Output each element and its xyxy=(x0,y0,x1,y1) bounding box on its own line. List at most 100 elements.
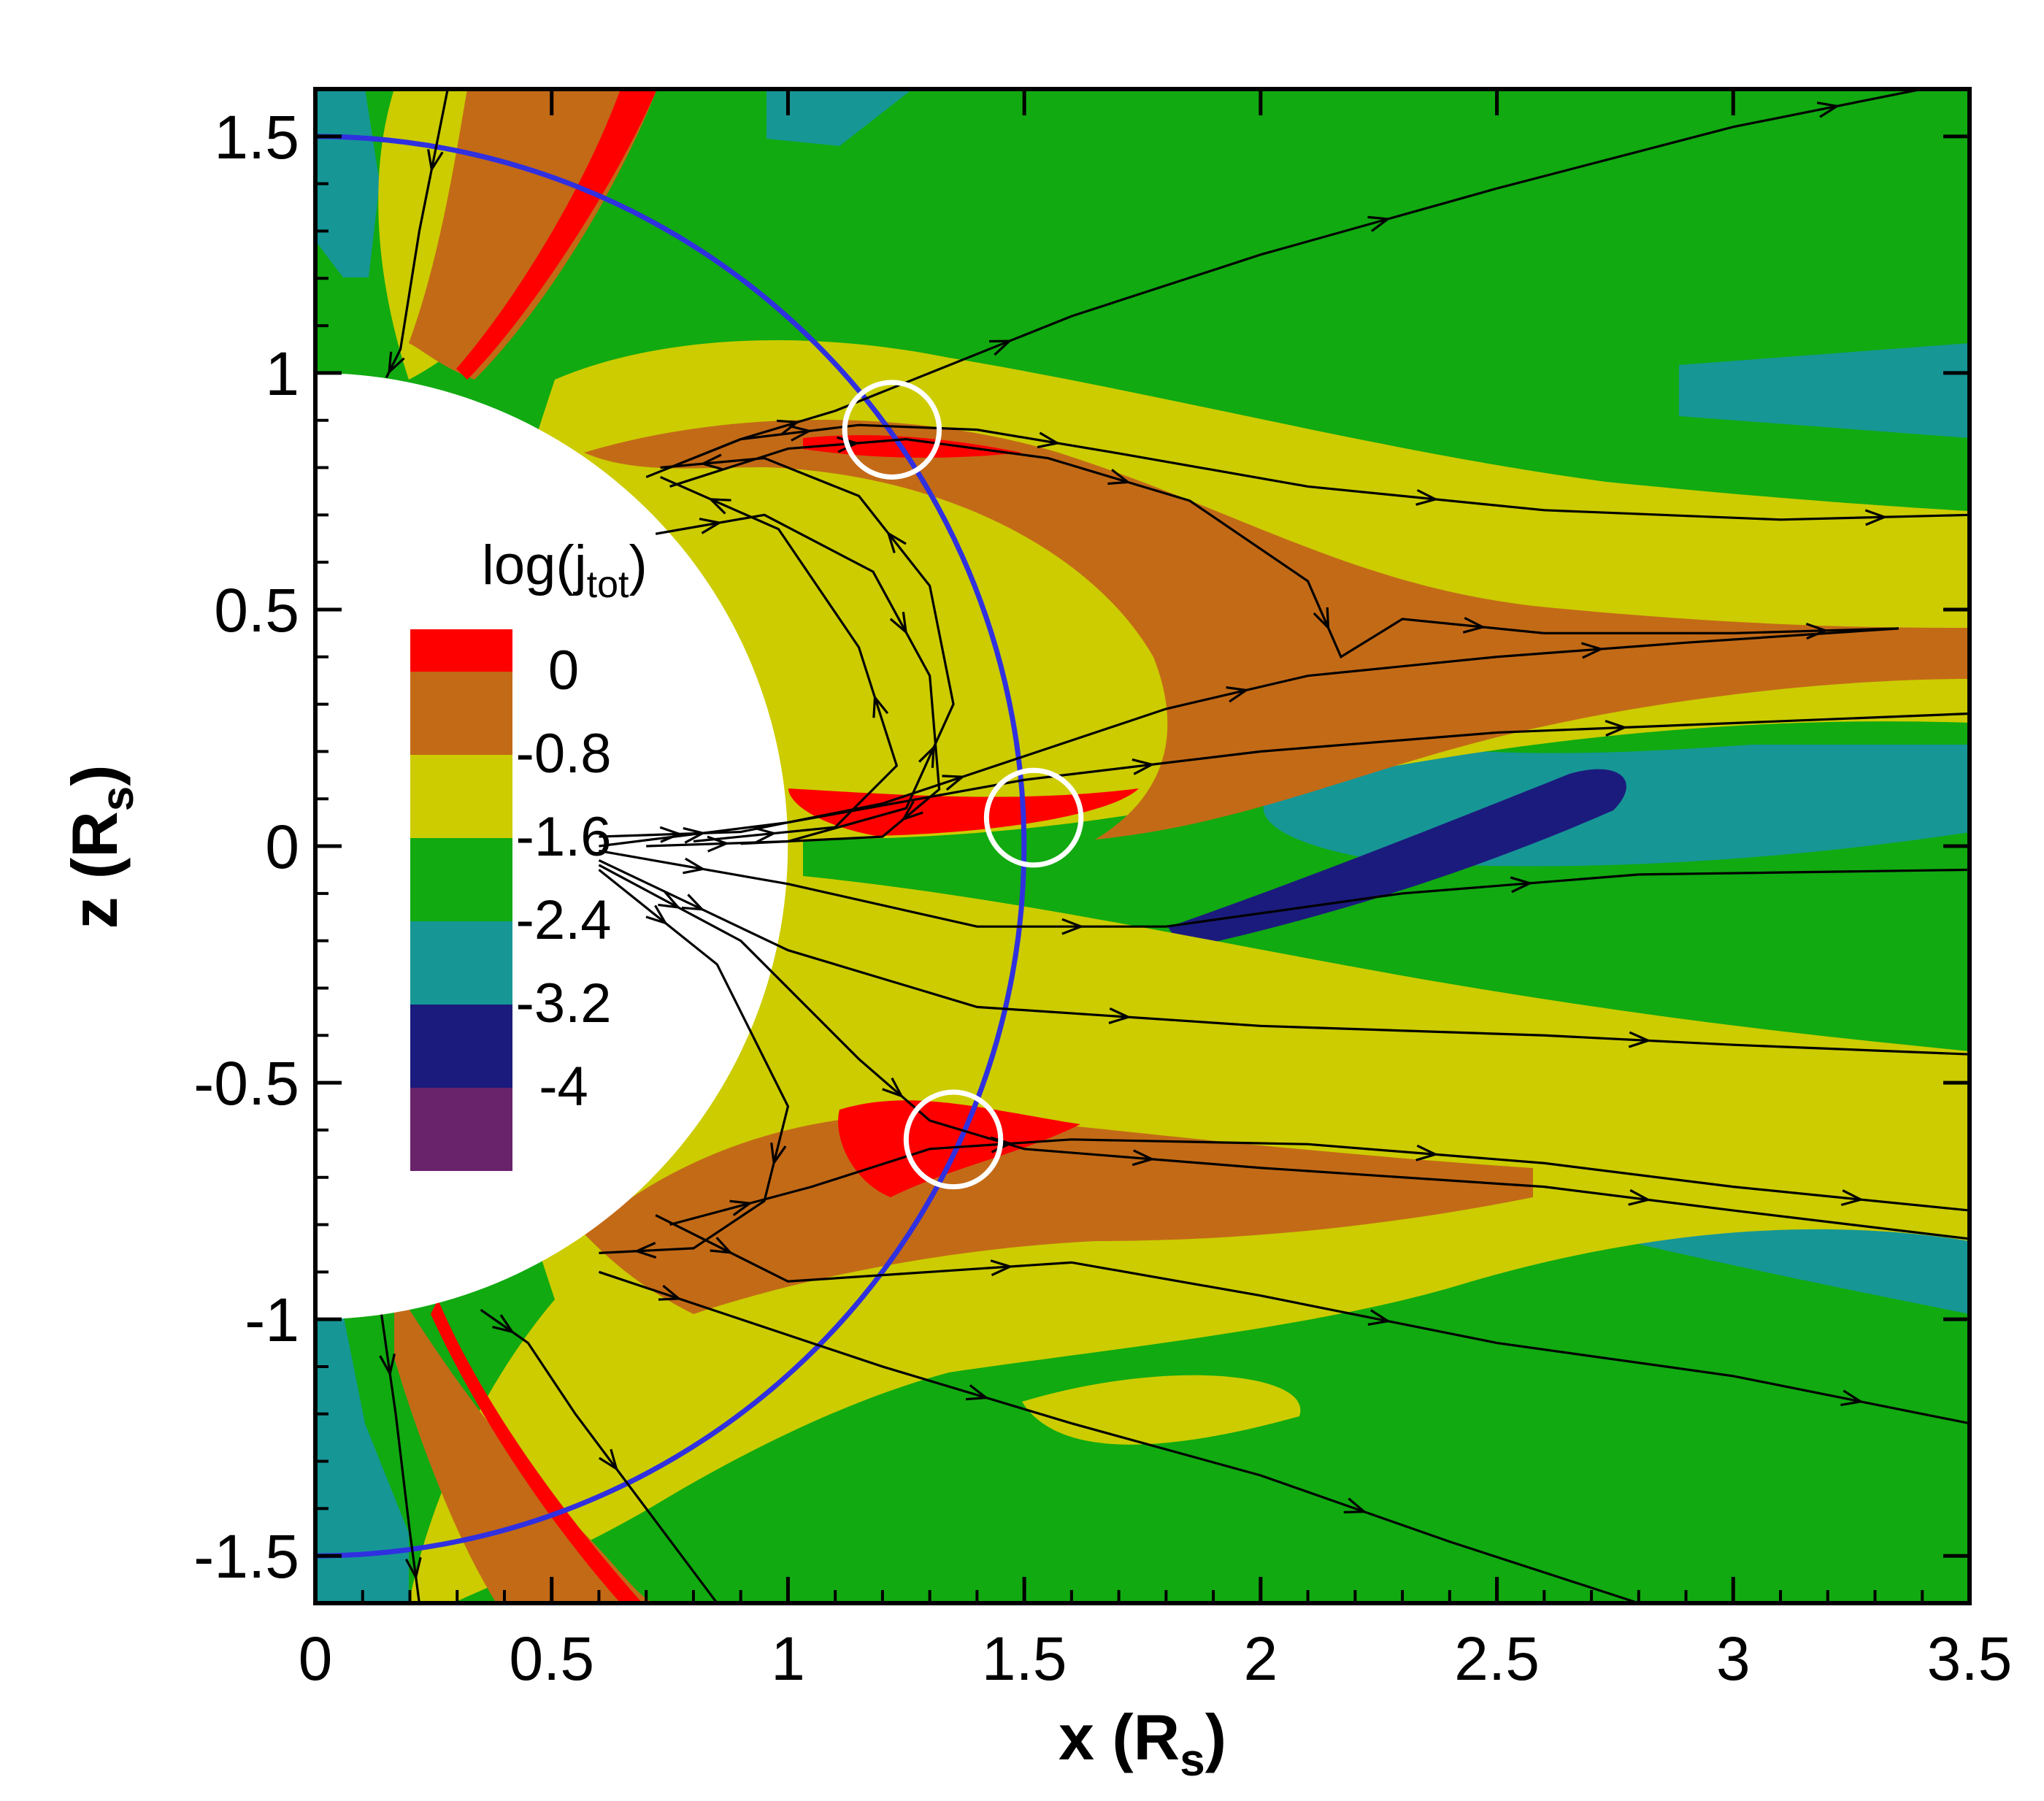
field-line-arrow xyxy=(1132,758,1156,775)
field-line-arrow xyxy=(965,1384,990,1401)
field-line-arrow xyxy=(683,826,707,844)
field-line xyxy=(669,1138,1970,1226)
plot-area xyxy=(315,89,1970,1603)
field-line-arrow xyxy=(1226,686,1250,703)
legend-label: -1.6 xyxy=(516,806,612,868)
field-line-arrow xyxy=(990,1259,1014,1277)
legend-label: -0.8 xyxy=(516,723,612,785)
y-tick-label: -1 xyxy=(245,1286,299,1354)
legend-label: -2.4 xyxy=(516,889,612,951)
y-tick-label: 0.5 xyxy=(214,576,299,645)
y-tick-label: 0 xyxy=(265,813,299,881)
field-line-arrow xyxy=(886,531,907,553)
legend-title-sub: tot xyxy=(587,564,629,606)
x-tick-label: 2.5 xyxy=(1454,1624,1540,1693)
contour-band-orange xyxy=(584,1113,1533,1314)
x-tick-label: 0 xyxy=(299,1624,333,1693)
field-line xyxy=(598,864,1970,1240)
y-axis: -1.5 -1 -0.5 0 0.5 1 1.5 xyxy=(193,88,1970,1605)
field-line-arrow xyxy=(1816,101,1840,118)
contour-band-red xyxy=(803,435,1022,458)
field-line-arrow xyxy=(699,453,723,471)
field-line xyxy=(646,456,955,848)
y-axis-title-sub: s xyxy=(93,786,143,811)
x-axis-title: x (Rs) xyxy=(1058,1701,1226,1786)
legend: log(jtot) 0 -0.8 -1.6 -2.4 -3.2 -4 xyxy=(410,534,648,1171)
field-line-arrow xyxy=(1313,607,1330,631)
field-line-arrow xyxy=(1462,616,1486,634)
field-line-arrow xyxy=(658,1284,683,1301)
field-line xyxy=(655,1214,1970,1425)
field-line xyxy=(669,438,1899,659)
x-tick-label: 3.5 xyxy=(1927,1624,2013,1693)
field-line-arrow xyxy=(882,1077,904,1099)
contour-fills xyxy=(315,89,1970,1603)
field-line-arrow xyxy=(388,351,405,375)
legend-swatch xyxy=(410,921,512,1005)
contour-band-navy xyxy=(1168,769,1626,949)
field-line-arrow xyxy=(1367,1309,1391,1326)
legend-label: -3.2 xyxy=(516,972,612,1034)
field-line-arrow xyxy=(404,1556,422,1581)
field-line-arrow xyxy=(1864,509,1888,526)
field-line-arrow xyxy=(918,744,935,768)
field-line-arrow xyxy=(659,826,683,843)
field-line-arrow xyxy=(492,1314,515,1334)
x-axis-title-main: x (R xyxy=(1058,1701,1180,1773)
field-line-arrow xyxy=(681,894,705,911)
field-line-arrow xyxy=(789,424,812,442)
legend-swatches: 0 -0.8 -1.6 -2.4 -3.2 -4 xyxy=(410,629,611,1171)
legend-swatch xyxy=(410,629,512,672)
field-line-arrow xyxy=(1415,1144,1439,1161)
field-line xyxy=(599,712,1970,848)
field-line-arrow xyxy=(379,1353,396,1377)
x-tick-label: 0.5 xyxy=(509,1624,594,1693)
y-axis-title-close: ) xyxy=(58,764,131,786)
y-tick-label: -0.5 xyxy=(193,1049,299,1118)
field-line-arrow xyxy=(699,518,723,534)
field-line-arrow xyxy=(1628,1031,1652,1048)
contour-band-yellow xyxy=(1022,1375,1301,1445)
field-line-arrow xyxy=(872,694,889,718)
field-line-arrow xyxy=(1037,431,1061,449)
y-axis-title: z (Rs) xyxy=(58,764,143,929)
field-line-arrow xyxy=(633,1242,657,1259)
x-axis: 0 0.5 1 1.5 2 2.5 3 3.5 xyxy=(299,89,2013,1693)
field-line xyxy=(380,1314,421,1603)
orbit-circle xyxy=(315,134,1027,1559)
contour-band-orange xyxy=(394,1285,657,1603)
legend-title: log(jtot) xyxy=(482,534,648,606)
field-line-arrow xyxy=(1580,642,1605,659)
marker-circle xyxy=(983,767,1084,868)
marker-circle xyxy=(903,1089,1004,1190)
x-tick-label: 1 xyxy=(771,1624,805,1693)
field-line-arrow xyxy=(1840,1389,1864,1407)
field-line-arrow xyxy=(729,1199,753,1216)
legend-swatch xyxy=(410,1088,512,1171)
contour-band-red xyxy=(838,1100,1080,1197)
field-line-arrow xyxy=(1415,488,1439,506)
field-lines xyxy=(379,89,1970,1603)
field-line xyxy=(659,475,899,843)
contour-band-teal xyxy=(766,89,912,146)
field-line-arrow xyxy=(776,419,801,436)
field-line-arrow xyxy=(901,800,923,821)
field-line xyxy=(598,869,790,1254)
field-line xyxy=(598,1270,1640,1603)
legend-swatch xyxy=(410,672,512,755)
legend-swatch xyxy=(410,1005,512,1088)
x-tick-label: 3 xyxy=(1716,1624,1751,1693)
legend-swatch xyxy=(410,755,512,838)
x-tick-label: 2 xyxy=(1243,1624,1278,1693)
field-line-arrow xyxy=(1510,876,1534,894)
field-line-arrow xyxy=(1840,1189,1864,1207)
field-line xyxy=(598,859,1970,1056)
legend-swatch xyxy=(410,838,512,921)
field-line-arrow xyxy=(658,891,681,910)
field-line xyxy=(385,89,449,379)
field-line xyxy=(599,849,1970,928)
y-tick-label: 1 xyxy=(265,339,299,408)
field-line xyxy=(669,89,1923,469)
field-line xyxy=(645,423,1970,521)
y-axis-title-main: z (R xyxy=(58,811,131,929)
